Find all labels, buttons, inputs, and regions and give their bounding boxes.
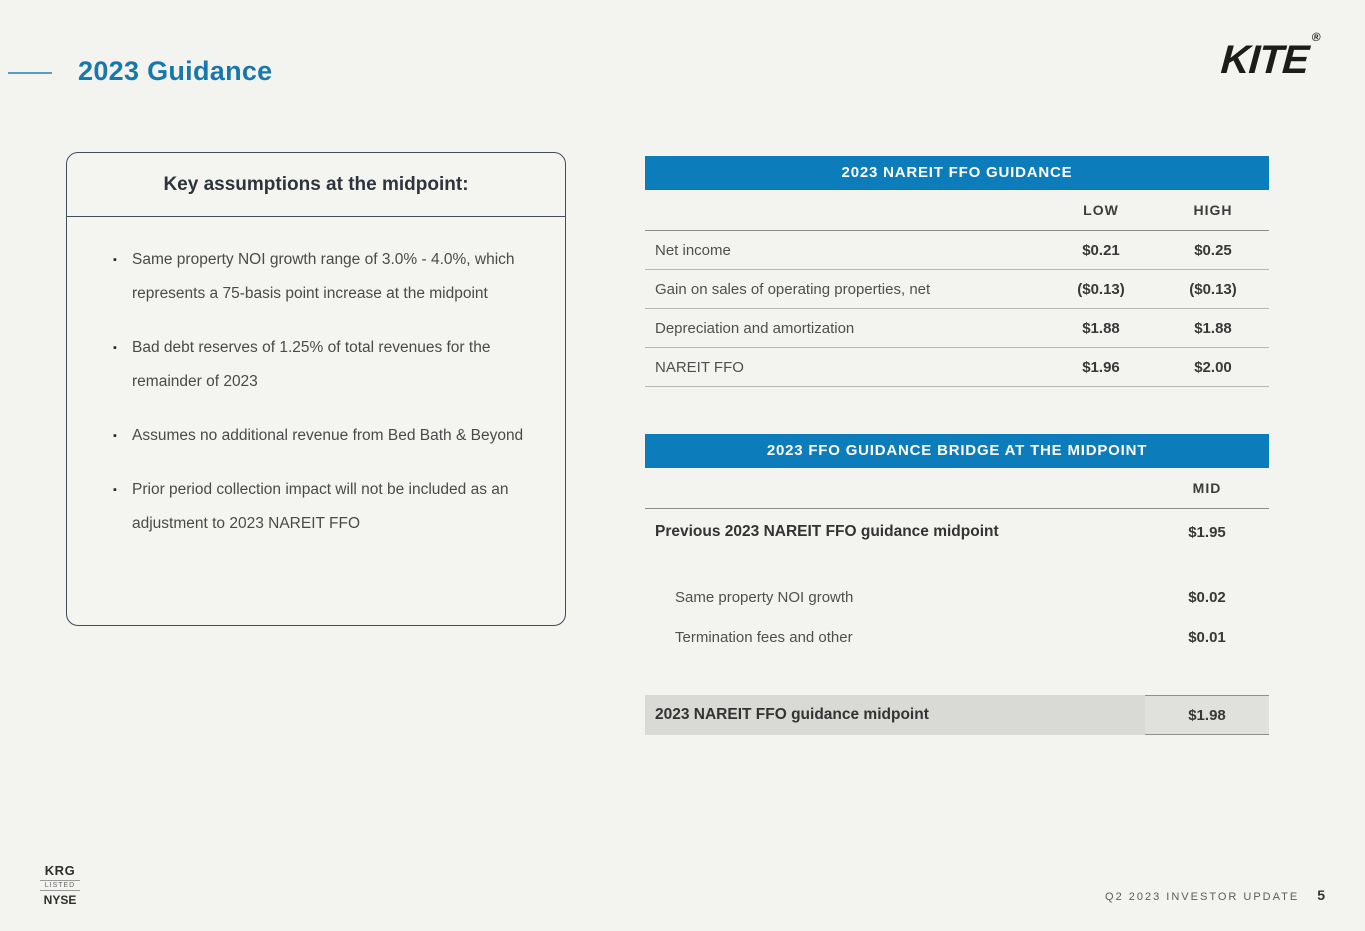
- row-value-high: $2.00: [1194, 358, 1232, 376]
- row-value-high: $1.88: [1194, 319, 1232, 337]
- krg-ticker: KRG: [44, 863, 76, 878]
- table-row: Gain on sales of operating properties, n…: [645, 270, 1269, 309]
- row-label: Previous 2023 NAREIT FFO guidance midpoi…: [655, 523, 999, 540]
- bridge-table-title: 2023 FFO GUIDANCE BRIDGE AT THE MIDPOINT: [645, 434, 1269, 468]
- kite-logo: KITE®: [1219, 30, 1322, 83]
- row-label: 2023 NAREIT FFO guidance midpoint: [655, 706, 929, 723]
- spacer: [645, 555, 1269, 577]
- square-bullet-icon: ▪: [113, 254, 117, 266]
- title-accent-line: [8, 72, 52, 74]
- table-row: NAREIT FFO $1.96 $2.00: [645, 348, 1269, 387]
- row-value-low: $1.96: [1082, 358, 1120, 376]
- row-value-high: ($0.13): [1189, 280, 1237, 298]
- assumptions-list: ▪ Same property NOI growth range of 3.0%…: [67, 217, 565, 541]
- assumption-item: ▪ Prior period collection impact will no…: [113, 473, 539, 541]
- row-label: Gain on sales of operating properties, n…: [655, 280, 931, 298]
- spacer: [645, 657, 1269, 695]
- bridge-table-header-row: MID: [645, 468, 1269, 509]
- assumption-text: Same property NOI growth range of 3.0% -…: [132, 251, 515, 302]
- table-row: Depreciation and amortization $1.88 $1.8…: [645, 309, 1269, 348]
- assumption-item: ▪ Bad debt reserves of 1.25% of total re…: [113, 331, 539, 399]
- ffo-guidance-bridge-table: 2023 FFO GUIDANCE BRIDGE AT THE MIDPOINT…: [645, 434, 1269, 735]
- listed-label: LISTED: [40, 880, 80, 891]
- row-label: Termination fees and other: [675, 628, 853, 646]
- row-label: Same property NOI growth: [675, 588, 854, 606]
- row-value-mid: $0.02: [1188, 588, 1226, 606]
- row-label: Depreciation and amortization: [655, 319, 855, 337]
- assumption-text: Assumes no additional revenue from Bed B…: [132, 427, 524, 444]
- square-bullet-icon: ▪: [113, 342, 117, 354]
- tables-column: 2023 NAREIT FFO GUIDANCE LOW HIGH Net in…: [645, 156, 1269, 735]
- high-column-header: HIGH: [1193, 202, 1233, 218]
- mid-column-header: MID: [1192, 480, 1222, 496]
- row-value-mid: $0.01: [1188, 628, 1226, 646]
- table-row-highlighted: 2023 NAREIT FFO guidance midpoint $1.98: [645, 695, 1269, 735]
- row-value-low: $1.88: [1082, 319, 1120, 337]
- assumption-text: Bad debt reserves of 1.25% of total reve…: [132, 339, 491, 390]
- row-value-low: $0.21: [1082, 241, 1120, 259]
- kite-logo-text: KITE: [1219, 38, 1310, 82]
- ffo-table-title: 2023 NAREIT FFO GUIDANCE: [645, 156, 1269, 190]
- row-value-low: ($0.13): [1077, 280, 1125, 298]
- ffo-table-header-row: LOW HIGH: [645, 190, 1269, 231]
- low-column-header: LOW: [1083, 202, 1119, 218]
- table-row: Termination fees and other $0.01: [645, 617, 1269, 657]
- page-title: 2023 Guidance: [78, 56, 273, 86]
- key-assumptions-panel: Key assumptions at the midpoint: ▪ Same …: [66, 152, 566, 626]
- table-row: Same property NOI growth $0.02: [645, 577, 1269, 617]
- krg-nyse-listed-badge: KRG LISTED NYSE: [40, 863, 80, 907]
- row-label: NAREIT FFO: [655, 358, 744, 376]
- row-value-mid: $1.98: [1145, 695, 1269, 735]
- assumption-item: ▪ Assumes no additional revenue from Bed…: [113, 419, 539, 453]
- row-value-high: $0.25: [1194, 241, 1232, 259]
- page-number: 5: [1317, 887, 1325, 903]
- assumption-item: ▪ Same property NOI growth range of 3.0%…: [113, 243, 539, 311]
- nareit-ffo-guidance-table: 2023 NAREIT FFO GUIDANCE LOW HIGH Net in…: [645, 156, 1269, 387]
- assumptions-heading: Key assumptions at the midpoint:: [67, 153, 565, 217]
- square-bullet-icon: ▪: [113, 430, 117, 442]
- table-row: Previous 2023 NAREIT FFO guidance midpoi…: [645, 509, 1269, 555]
- row-label: Net income: [655, 241, 731, 259]
- square-bullet-icon: ▪: [113, 484, 117, 496]
- nyse-label: NYSE: [43, 893, 77, 907]
- footer-caption: Q2 2023 INVESTOR UPDATE: [1105, 891, 1300, 903]
- assumption-text: Prior period collection impact will not …: [132, 481, 509, 532]
- row-value-mid: $1.95: [1188, 523, 1226, 541]
- table-row: Net income $0.21 $0.25: [645, 231, 1269, 270]
- footer-right: Q2 2023 INVESTOR UPDATE 5: [1105, 887, 1325, 903]
- registered-trademark-icon: ®: [1311, 29, 1322, 44]
